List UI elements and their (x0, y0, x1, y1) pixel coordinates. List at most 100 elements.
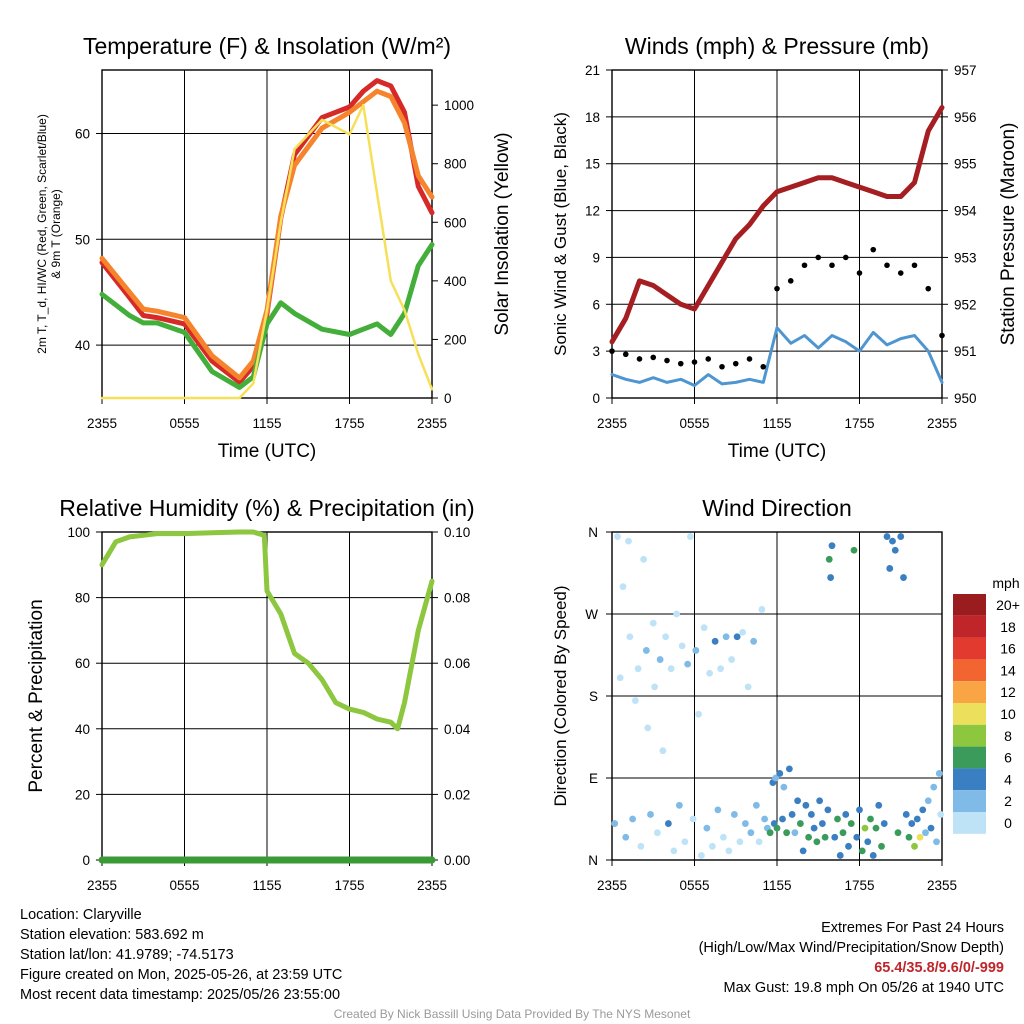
direction-point (779, 815, 786, 823)
direction-point (828, 542, 836, 550)
x-tick-label: 1755 (844, 416, 874, 431)
extremes-title: Extremes For Past 24 Hours (821, 920, 1004, 936)
direction-point (867, 815, 874, 823)
direction-point (678, 642, 686, 650)
y-tick-label: 100 (67, 525, 90, 540)
direction-point (891, 546, 899, 554)
direction-point (644, 724, 652, 732)
direction-point (706, 669, 714, 677)
direction-point (935, 770, 943, 777)
direction-point (889, 537, 896, 545)
x-tick-label: 2355 (927, 878, 957, 893)
gust-point (677, 360, 684, 367)
panel-title: Winds (mph) & Pressure (mb) (625, 33, 929, 59)
y-tick-label: 60 (75, 656, 90, 671)
gust-point (636, 356, 643, 362)
gust-point (829, 262, 835, 269)
direction-point (747, 829, 755, 837)
y-tick-label: W (585, 607, 598, 622)
extremes-values: 65.4/35.8/9.6/0/-999 (874, 960, 1004, 976)
pressure-axis: 950 951 952 953 954 955 956 957 (942, 63, 977, 406)
gust-point (911, 262, 918, 269)
gust-point (609, 348, 615, 354)
direction-point (834, 815, 841, 823)
y-tick-label: 957 (954, 63, 977, 78)
y2-axis-label: Station Pressure (Maroon) (998, 123, 1019, 346)
x-tick-label: 1155 (762, 878, 791, 893)
direction-point (794, 797, 802, 805)
gust-point (664, 357, 670, 364)
direction-point (647, 811, 654, 818)
legend-swatch (953, 724, 986, 747)
panel-title: Relative Humidity (%) & Precipitation (i… (59, 495, 474, 521)
gust-point (842, 254, 849, 261)
y-tick-label: 955 (954, 157, 977, 172)
y-tick-label: 0 (82, 853, 90, 868)
humidity-axis: 0 20 40 60 80 100 (67, 525, 432, 868)
direction-point (897, 533, 905, 540)
legend-label: 14 (1000, 662, 1016, 678)
direction-point (616, 674, 624, 682)
y-tick-label: 0.06 (444, 656, 470, 671)
gust-point (622, 351, 629, 358)
x-tick-label: 0555 (679, 878, 709, 893)
y-axis-label-line: & 9m T (Orange) (49, 189, 63, 279)
direction-point (933, 838, 940, 846)
y-tick-label: 0.10 (444, 525, 470, 540)
y-tick-label: 954 (954, 204, 977, 219)
legend-swatch (953, 659, 986, 682)
x-tick-label: 0555 (169, 878, 199, 893)
y-tick-label: 0.04 (444, 722, 471, 737)
y-tick-label: 0 (444, 391, 452, 406)
legend-label: 4 (1004, 771, 1012, 787)
direction-point (653, 829, 661, 837)
x-tick-label: 1155 (762, 416, 791, 431)
direction-point (631, 697, 639, 704)
direction-point (880, 820, 888, 827)
panel-0-frame: 2355 0555 1155 1755 2355 Temperature (F) & In… (83, 33, 451, 462)
gust-point (939, 332, 945, 339)
legend-label: 6 (1004, 750, 1012, 766)
direction-point (637, 842, 645, 850)
direction-point (788, 811, 796, 818)
direction-point (878, 842, 885, 850)
direction-point (922, 829, 929, 837)
series-line-rh (99, 529, 435, 732)
gust-point (925, 285, 932, 292)
gust-point (897, 270, 904, 276)
direction-point (883, 533, 891, 540)
gust-point (705, 356, 712, 362)
direction-point (611, 820, 619, 827)
direction-point (813, 838, 821, 846)
direction-point (783, 829, 791, 837)
panel-3-frame: 2355 0555 1155 1755 2355 Wind Direction (597, 495, 957, 893)
direction-point (930, 783, 938, 791)
x-tick-label: 1755 (334, 416, 364, 431)
direction-point (919, 806, 927, 814)
direction-point (673, 610, 681, 618)
y-tick-label: 1000 (444, 98, 474, 113)
y-tick-label: 956 (954, 110, 977, 125)
direction-point (686, 533, 694, 540)
direction-points (611, 533, 945, 859)
insolation-axis: 0 200 400 600 800 1000 (432, 98, 474, 406)
direction-point (894, 829, 902, 837)
x-tick-label: 0555 (679, 416, 709, 431)
y-tick-label: 3 (592, 344, 600, 359)
direction-point (836, 852, 844, 859)
x-tick-label: 1155 (252, 416, 281, 431)
legend-label: 2 (1004, 793, 1012, 809)
y-tick-label: 9 (592, 250, 600, 265)
direction-point (681, 838, 689, 846)
y-tick-label: 20 (75, 787, 90, 802)
series-line-td (99, 242, 435, 390)
y-tick-label: 0.00 (444, 853, 470, 868)
direction-point (805, 833, 813, 841)
y-axis-label: Sonic Wind & Gust (Blue, Black) (551, 112, 570, 356)
x-tick-label: 2355 (87, 878, 117, 893)
direction-point (847, 820, 855, 827)
y-tick-label: 50 (75, 232, 90, 247)
y-tick-label: 953 (954, 250, 977, 265)
direction-point (750, 637, 758, 645)
direction-point (911, 842, 918, 850)
